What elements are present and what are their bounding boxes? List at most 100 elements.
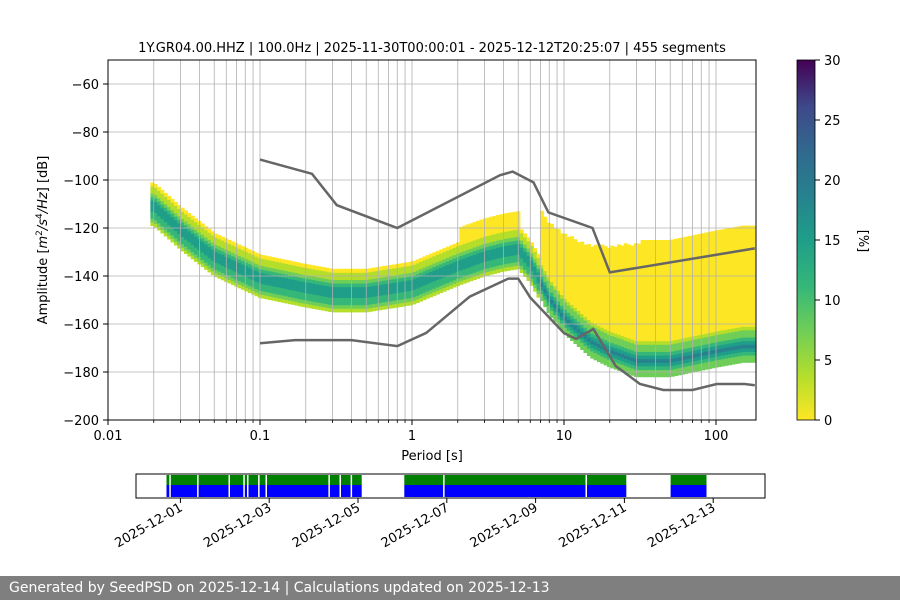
heatmap-cell [617,316,622,321]
heatmap-cell [724,279,729,283]
heatmap-cell [664,355,669,360]
heatmap-cell [217,249,222,254]
heatmap-cell [375,299,380,304]
heatmap-cell [241,278,245,283]
heatmap-cell [150,207,155,212]
heatmap-cell [660,362,665,367]
heatmap-cell [627,244,632,249]
heatmap-cell [539,228,544,233]
heatmap-cell [304,278,309,283]
heatmap-cell [570,243,575,248]
heatmap-cell [173,201,178,206]
heatmap-cell [335,286,340,291]
heatmap-cell [237,280,242,285]
heatmap-cell [697,352,702,357]
heatmap-cell [550,292,554,297]
heatmap-cell [640,344,645,349]
heatmap-cell [637,279,642,284]
heatmap-cell [358,304,363,309]
heatmap-cell [674,343,679,348]
heatmap-cell [674,325,679,330]
heatmap-cell [633,362,638,367]
heatmap-cell [267,256,272,261]
heatmap-cell [657,250,662,255]
heatmap-cell [617,276,622,281]
heatmap-cell [358,308,363,313]
heatmap-cell [429,282,434,287]
heatmap-cell [680,345,685,350]
heatmap-cell [496,243,501,248]
heatmap-cell [660,250,665,255]
heatmap-cell [650,254,655,259]
heatmap-cell [724,311,729,316]
heatmap-cell [687,282,692,287]
heatmap-cell [630,335,635,340]
heatmap-cell [647,308,652,313]
heatmap-cell [680,363,685,368]
heatmap-cell [674,289,679,294]
heatmap-cell [331,294,336,298]
heatmap-cell [684,362,689,367]
heatmap-cell [620,350,625,354]
heatmap-cell [610,346,615,351]
heatmap-cell [351,308,356,313]
heatmap-cell [623,326,628,331]
heatmap-cell [647,268,652,273]
heatmap-cell [684,305,689,310]
heatmap-cell [744,236,749,241]
heatmap-cell [593,298,598,303]
heatmap-cell [298,266,303,271]
heatmap-cell [610,288,615,293]
heatmap-cell [731,357,736,361]
heatmap-cell [623,354,628,359]
heatmap-cell [637,315,642,320]
heatmap-cell [184,242,188,247]
heatmap-cell [637,254,642,259]
heatmap-cell [244,283,249,288]
heatmap-cell [499,221,504,226]
heatmap-cell [734,320,739,325]
heatmap-cell [365,301,370,306]
heatmap-cell [325,267,329,272]
timeline-axis: 2025-12-01 2025-12-03 2025-12-05 2025-12-07… [112,498,718,551]
heatmap-cell [600,258,605,263]
heatmap-cell [550,256,554,261]
heatmap-cell [519,240,524,245]
heatmap-cell [687,250,692,255]
heatmap-cell [556,257,561,262]
heatmap-cell [445,279,450,284]
heatmap-cell [445,246,450,251]
heatmap-cell [664,250,669,255]
heatmap-cell [748,333,753,338]
heatmap-cell [157,194,162,199]
heatmap-cell [677,238,682,243]
heatmap-cell [684,301,689,306]
heatmap-cell [738,309,742,313]
heatmap-cell [687,340,692,345]
heatmap-cell [560,233,564,238]
heatmap-cell [298,298,303,303]
heatmap-cell [738,233,742,238]
heatmap-cell [358,272,363,277]
heatmap-cell [721,333,726,338]
heatmap-cell [694,349,699,354]
heatmap-cell [325,300,329,305]
heatmap-cell [701,276,706,281]
heatmap-cell [586,319,591,324]
heatmap-cell [613,326,618,330]
heatmap-cell [714,244,719,249]
heatmap-cell [717,355,722,360]
heatmap-cell [580,266,585,271]
heatmap-cell [476,249,481,254]
heatmap-cell [338,290,343,295]
heatmap-cell [580,245,585,250]
heatmap-cell [664,330,669,334]
heatmap-cell [429,293,434,298]
heatmap-cell [328,308,333,312]
heatmap-cell [170,234,175,239]
heatmap-cell [744,258,749,262]
heatmap-cell [486,221,491,226]
heatmap-cell [717,323,722,328]
heatmap-cell [476,231,481,236]
heatmap-cell [439,249,444,254]
